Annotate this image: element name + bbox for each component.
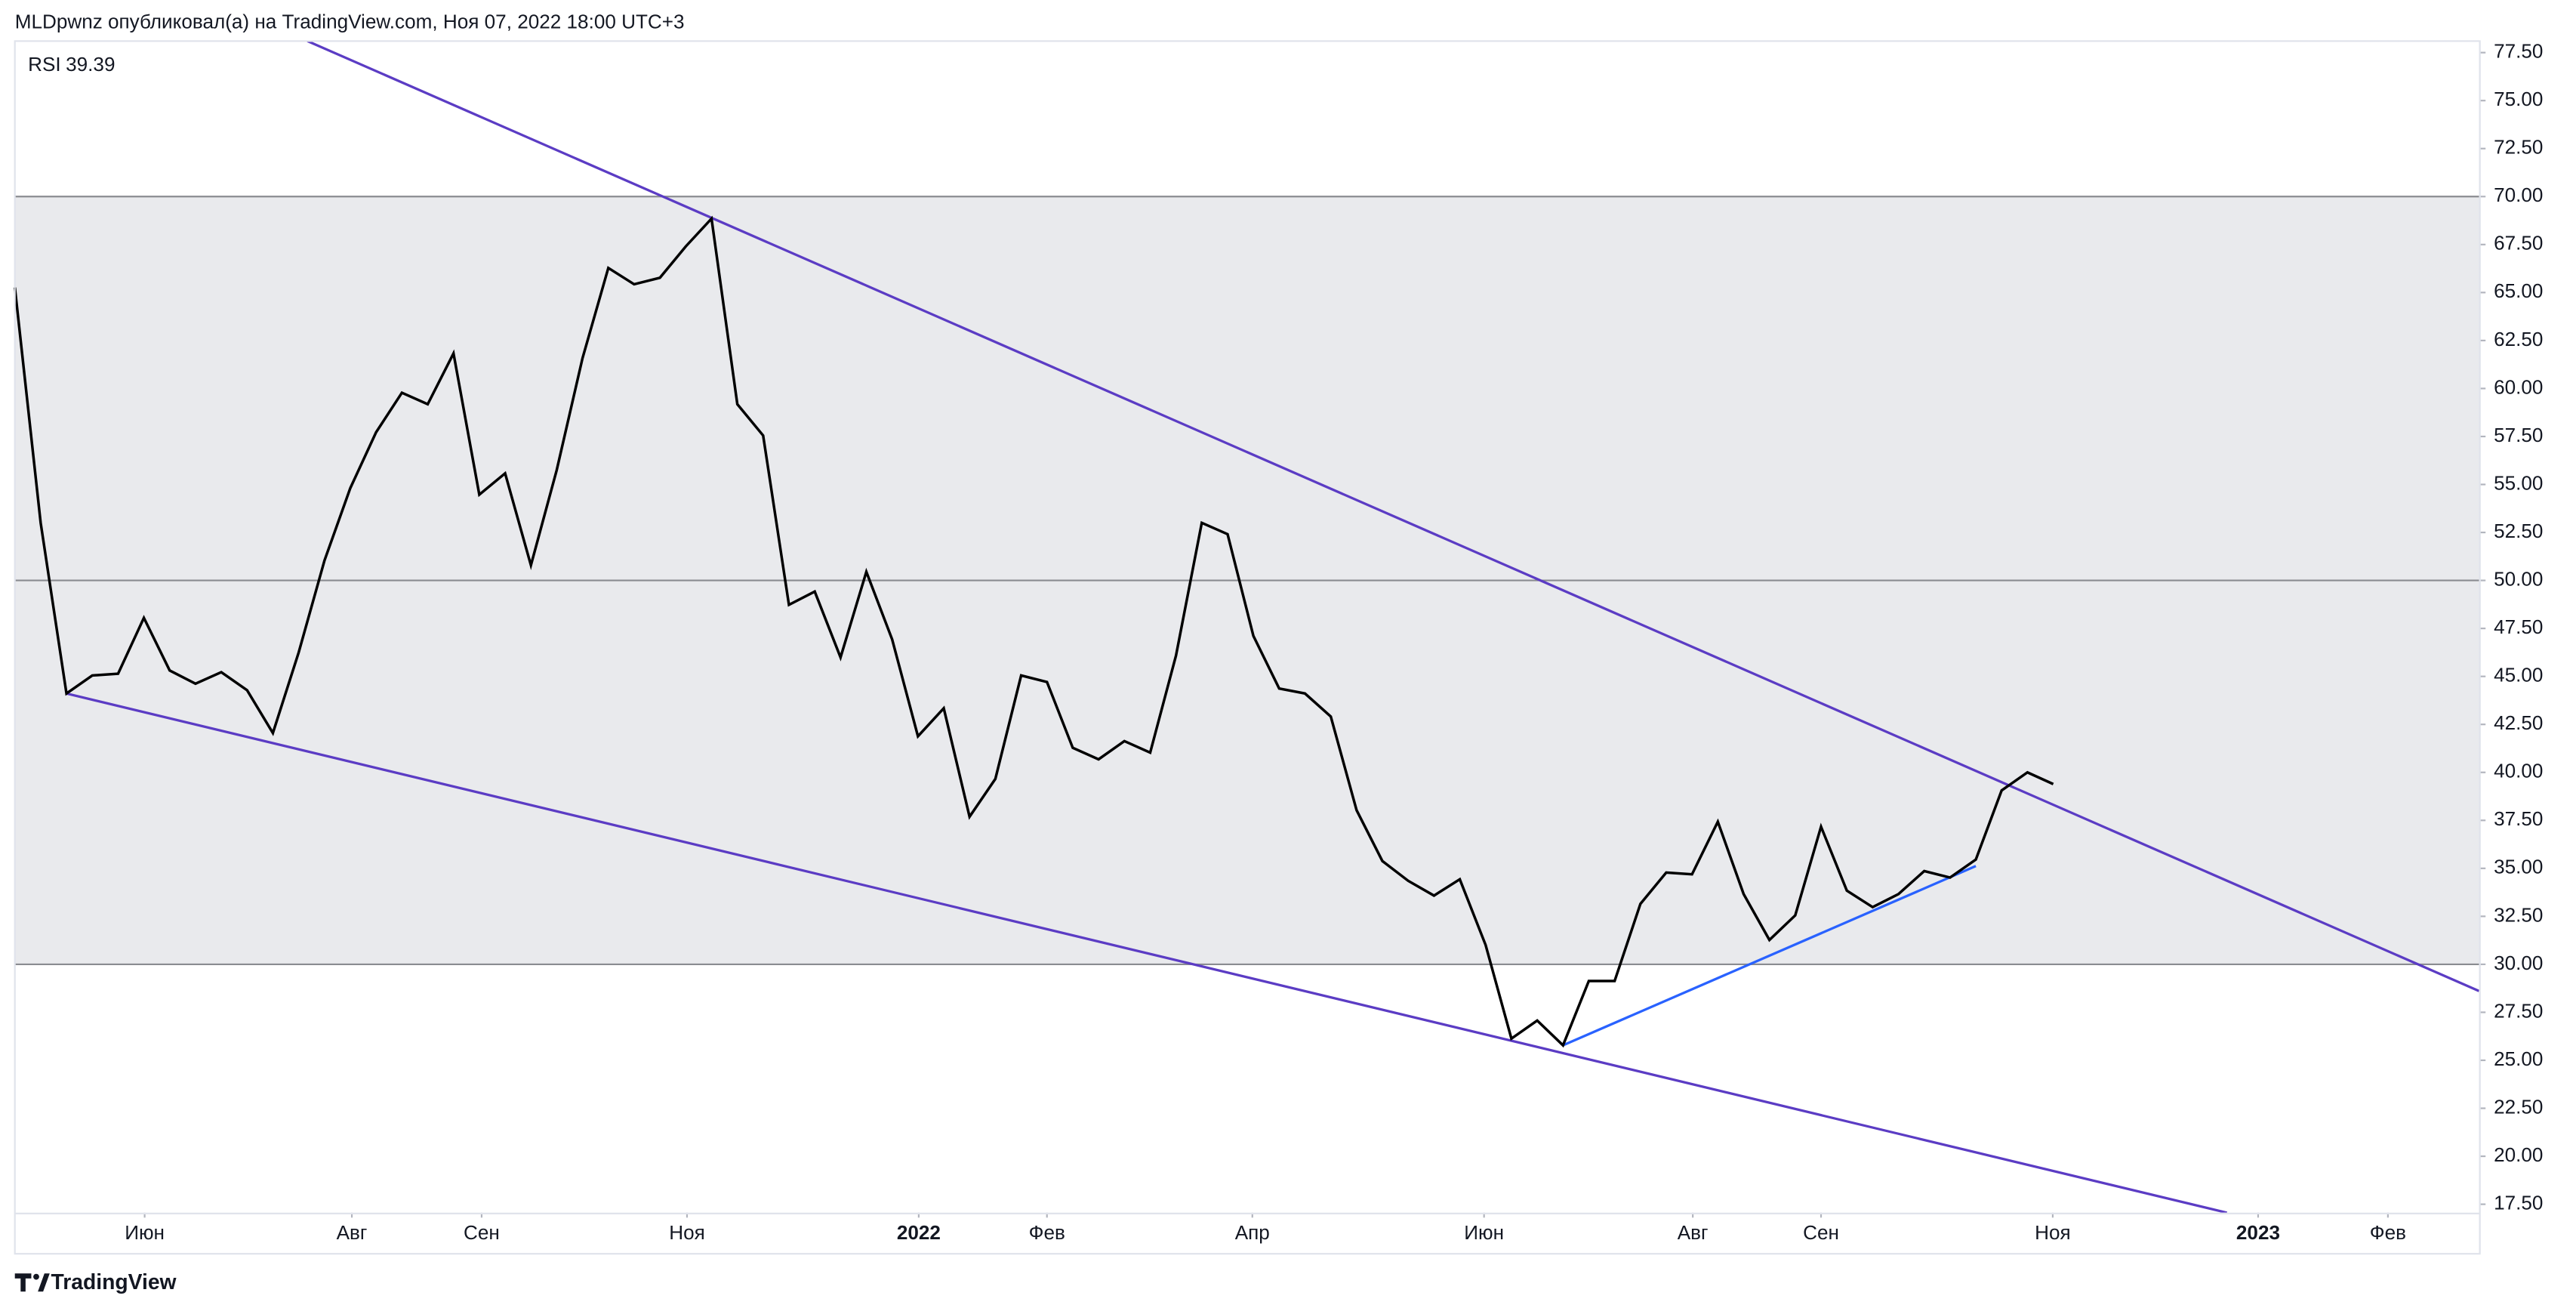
y-tick-label: 50.00 xyxy=(2494,567,2543,590)
logo-mark xyxy=(14,1273,32,1292)
y-tick-label: 67.50 xyxy=(2494,232,2543,255)
footer-brand: TradingView xyxy=(51,1269,177,1294)
y-tick-label: 45.00 xyxy=(2494,664,2543,686)
y-tick-label: 62.50 xyxy=(2494,328,2543,350)
y-tick-label: 77.50 xyxy=(2494,40,2543,63)
x-tick-label: 2022 xyxy=(897,1221,941,1244)
y-tick-label: 22.50 xyxy=(2494,1095,2543,1118)
y-tick-label: 72.50 xyxy=(2494,136,2543,159)
band-layer xyxy=(14,196,2479,966)
y-tick-label: 32.50 xyxy=(2494,903,2543,926)
x-tick-label: Ноя xyxy=(2035,1221,2071,1244)
y-tick-label: 42.50 xyxy=(2494,711,2543,734)
y-tick-label: 40.00 xyxy=(2494,760,2543,782)
y-tick-label: 20.00 xyxy=(2494,1143,2543,1166)
x-tick-label: Авг xyxy=(337,1221,368,1244)
y-tick-label: 52.50 xyxy=(2494,520,2543,542)
trend-line xyxy=(1562,865,1977,1047)
x-tick-label: Июн xyxy=(1464,1221,1504,1244)
y-tick-label: 65.00 xyxy=(2494,279,2543,302)
tv-logo xyxy=(14,1273,50,1292)
x-tick-label: Авг xyxy=(1678,1221,1709,1244)
legend-name: RSI xyxy=(28,53,61,76)
rsi-line xyxy=(13,215,2054,1048)
y-tick-label: 55.00 xyxy=(2494,471,2543,494)
x-tick-label: Фев xyxy=(1029,1221,1065,1244)
x-tick-label: Июн xyxy=(125,1221,165,1244)
legend-value: 39.39 xyxy=(66,53,115,76)
y-tick-label: 25.00 xyxy=(2494,1047,2543,1070)
y-tick-label: 47.50 xyxy=(2494,615,2543,638)
chart-title: MLDpwnz опубликовал(а) на TradingView.co… xyxy=(15,10,685,32)
y-tick-label: 60.00 xyxy=(2494,375,2543,398)
y-tick-label: 27.50 xyxy=(2494,999,2543,1022)
logo-slash xyxy=(38,1273,50,1292)
logo-dot xyxy=(33,1273,39,1280)
x-tick-label: Сен xyxy=(464,1221,500,1244)
trend-line xyxy=(66,692,2227,1213)
main-layer: 17.50 20.00 22.50 25.00 27.50 30.00 32.50 35.00… xyxy=(13,40,2543,1244)
x-tick-label: Фев xyxy=(2370,1221,2406,1244)
x-tick-label: Апр xyxy=(1235,1221,1270,1244)
y-tick-label: 17.50 xyxy=(2494,1192,2543,1214)
x-tick-label: Ноя xyxy=(669,1221,705,1244)
trend-line xyxy=(307,41,2480,992)
y-tick-label: 35.00 xyxy=(2494,856,2543,878)
y-tick-label: 57.50 xyxy=(2494,424,2543,446)
y-tick-label: 37.50 xyxy=(2494,807,2543,830)
x-tick-label: 2023 xyxy=(2236,1221,2280,1244)
y-tick-label: 70.00 xyxy=(2494,184,2543,206)
x-tick-label: Сен xyxy=(1803,1221,1839,1244)
y-tick-label: 75.00 xyxy=(2494,88,2543,110)
y-tick-label: 30.00 xyxy=(2494,952,2543,974)
